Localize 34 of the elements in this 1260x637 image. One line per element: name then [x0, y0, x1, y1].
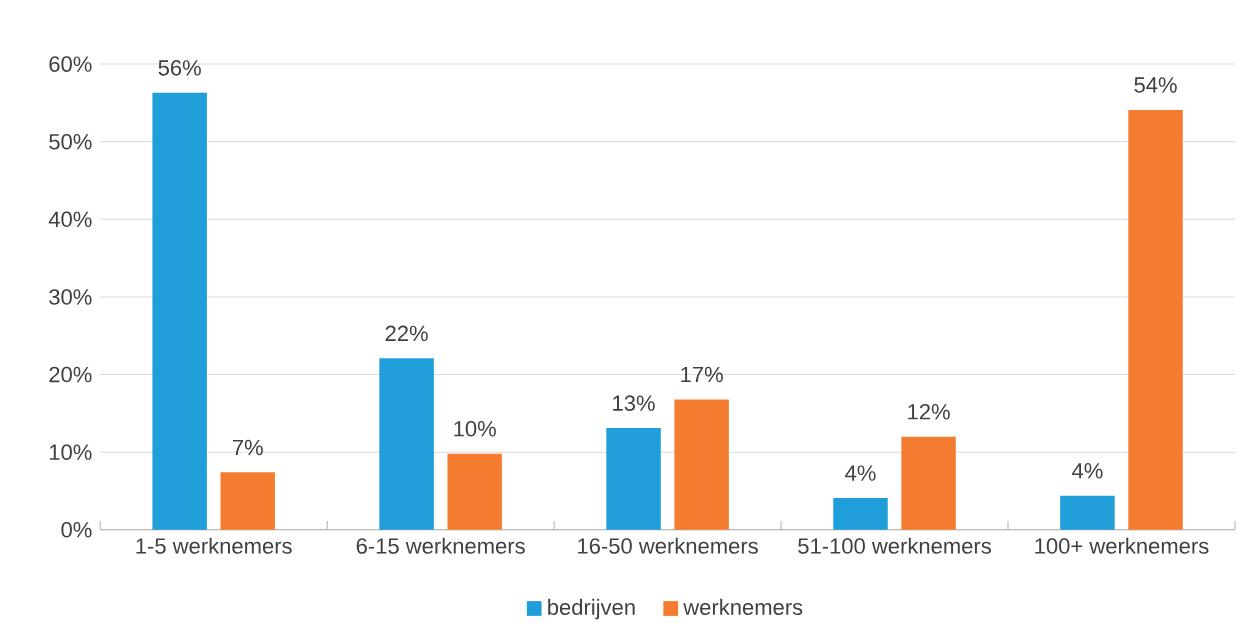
- y-tick-label: 20%: [49, 366, 92, 383]
- bar: [674, 399, 729, 530]
- legend-label: bedrijven: [548, 599, 635, 620]
- bar: [220, 472, 275, 530]
- data-label: 56%: [158, 60, 201, 76]
- data-label: 17%: [681, 367, 723, 383]
- y-tick-label: 60%: [49, 56, 92, 73]
- y-tick-label: 40%: [48, 211, 92, 228]
- data-label: 4%: [1072, 463, 1103, 479]
- y-tick-label: 0%: [61, 522, 92, 538]
- data-label: 54%: [1134, 77, 1177, 93]
- data-label: 13%: [613, 395, 655, 412]
- bar: [1060, 495, 1115, 530]
- data-label: 10%: [454, 421, 496, 437]
- bar: [447, 453, 502, 530]
- data-label: 22%: [385, 325, 428, 342]
- x-tick-label: 100+ werknemers: [1035, 537, 1209, 554]
- bar: [901, 436, 956, 530]
- x-tick-label: 16-50 werknemers: [578, 537, 758, 554]
- bar: [1128, 110, 1183, 530]
- data-label: 7%: [232, 439, 263, 456]
- x-tick-label: 1-5 werknemers: [136, 537, 292, 554]
- bar: [379, 358, 434, 530]
- x-tick-label: 51-100 werknemers: [798, 537, 991, 554]
- x-tick-label: 6-15 werknemers: [356, 537, 525, 554]
- y-tick-label: 50%: [49, 134, 92, 150]
- data-label: 4%: [845, 465, 876, 481]
- y-tick-label: 30%: [49, 289, 92, 305]
- y-tick-label: 10%: [49, 444, 92, 461]
- bar: [606, 428, 661, 530]
- data-label: 12%: [908, 404, 950, 420]
- bar: [833, 498, 888, 530]
- legend-label: werknemers: [683, 599, 803, 616]
- bar: [152, 93, 207, 530]
